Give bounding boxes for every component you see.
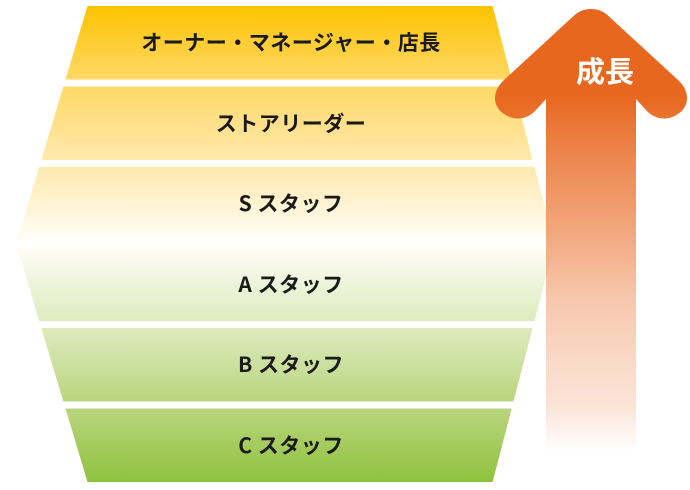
svg-text:成長: 成長 [576,49,634,91]
